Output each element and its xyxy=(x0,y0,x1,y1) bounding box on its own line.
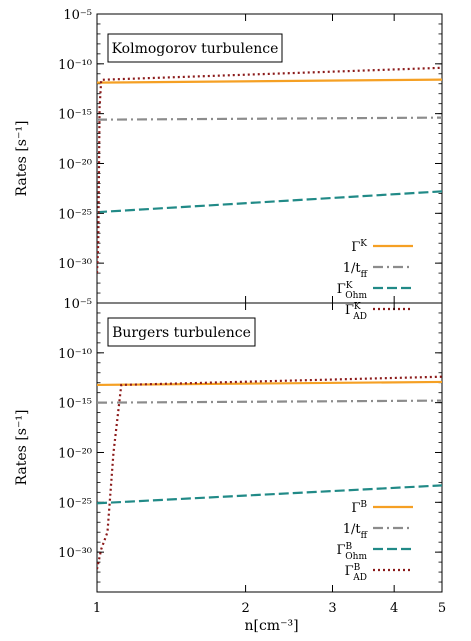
y-tick-label: 10⁻²⁵ xyxy=(58,496,92,511)
legend-entry: 1/tff xyxy=(343,522,413,541)
panel-kolmogorov: 10⁻⁵ 10⁻¹⁰ 10⁻¹⁵ 10⁻²⁰ 10⁻²⁵ 10⁻³⁰ Rates [s⁻¹]… xyxy=(14,8,443,322)
series-line-2 xyxy=(97,399,442,404)
panel-title: Kolmogorov turbulence xyxy=(112,41,279,57)
y-tick-label: 10⁻²⁰ xyxy=(58,446,92,461)
legend-entry: 1/tff xyxy=(343,261,413,280)
y-axis-title: Rates [s⁻¹] xyxy=(14,410,30,486)
x-tick-label: 1 xyxy=(93,601,101,616)
y-tick-label: 10⁻⁵ xyxy=(63,8,92,23)
panel-title-box xyxy=(107,317,256,347)
y-tick-label: 10⁻¹⁰ xyxy=(58,58,92,73)
legend-label: 1/tff xyxy=(343,522,368,541)
y-tick-label: 10⁻¹⁰ xyxy=(58,347,92,362)
series-line-1 xyxy=(97,78,442,84)
legend-entry: ΓB Ohm xyxy=(336,542,413,562)
plot-frame xyxy=(96,302,443,593)
x-axis-title: n[cm⁻³] xyxy=(244,618,298,634)
legend-label: 1/tff xyxy=(343,261,368,280)
series-group xyxy=(97,66,442,274)
x-axis-title-text: n[cm⁻³] xyxy=(244,618,298,634)
legend-label: ΓK Ohm xyxy=(337,281,368,301)
legend-label: ΓK AD xyxy=(345,302,367,322)
legend-label: ΓK xyxy=(351,239,367,255)
y-axis-title: Rates [s⁻¹] xyxy=(14,121,30,197)
y-tick-label: 10⁻⁵ xyxy=(63,297,92,312)
panel-burgers: 10⁻⁵ 10⁻¹⁰ 10⁻¹⁵ 10⁻²⁰ 10⁻²⁵ 10⁻³⁰ 1 2 3 4 5 Rates … xyxy=(14,297,446,616)
series-line-3 xyxy=(97,190,442,214)
series-line-1 xyxy=(97,380,442,387)
legend-label: ΓB AD xyxy=(345,563,367,583)
panel-title-box xyxy=(107,33,283,63)
y-tick-label: 10⁻²⁰ xyxy=(58,157,92,172)
legend-entry: ΓB AD xyxy=(345,563,413,583)
x-tick-label: 5 xyxy=(438,601,446,616)
legend-label: ΓB xyxy=(351,500,367,516)
series-line-3 xyxy=(97,484,442,505)
legend-entry: ΓK AD xyxy=(345,302,413,322)
panel-title: Burgers turbulence xyxy=(112,325,251,341)
series-group xyxy=(97,375,442,570)
series-line-2 xyxy=(97,116,442,121)
y-tick-label: 10⁻²⁵ xyxy=(58,207,92,222)
series-line-4 xyxy=(97,375,442,570)
series-line-4 xyxy=(97,66,442,274)
y-tick-label: 10⁻³⁰ xyxy=(58,257,92,272)
y-tick-label: 10⁻¹⁵ xyxy=(58,397,92,412)
legend-entry: ΓK xyxy=(351,239,413,255)
x-tick-label: 4 xyxy=(390,601,398,616)
y-tick-label: 10⁻³⁰ xyxy=(58,546,92,561)
legend-label: ΓB Ohm xyxy=(336,542,367,562)
x-tick-label: 3 xyxy=(328,601,336,616)
y-tick-label: 10⁻¹⁵ xyxy=(58,108,92,123)
legend-entry: ΓB xyxy=(351,500,413,516)
x-tick-label: 2 xyxy=(241,601,249,616)
legend-entry: ΓK Ohm xyxy=(337,281,413,301)
